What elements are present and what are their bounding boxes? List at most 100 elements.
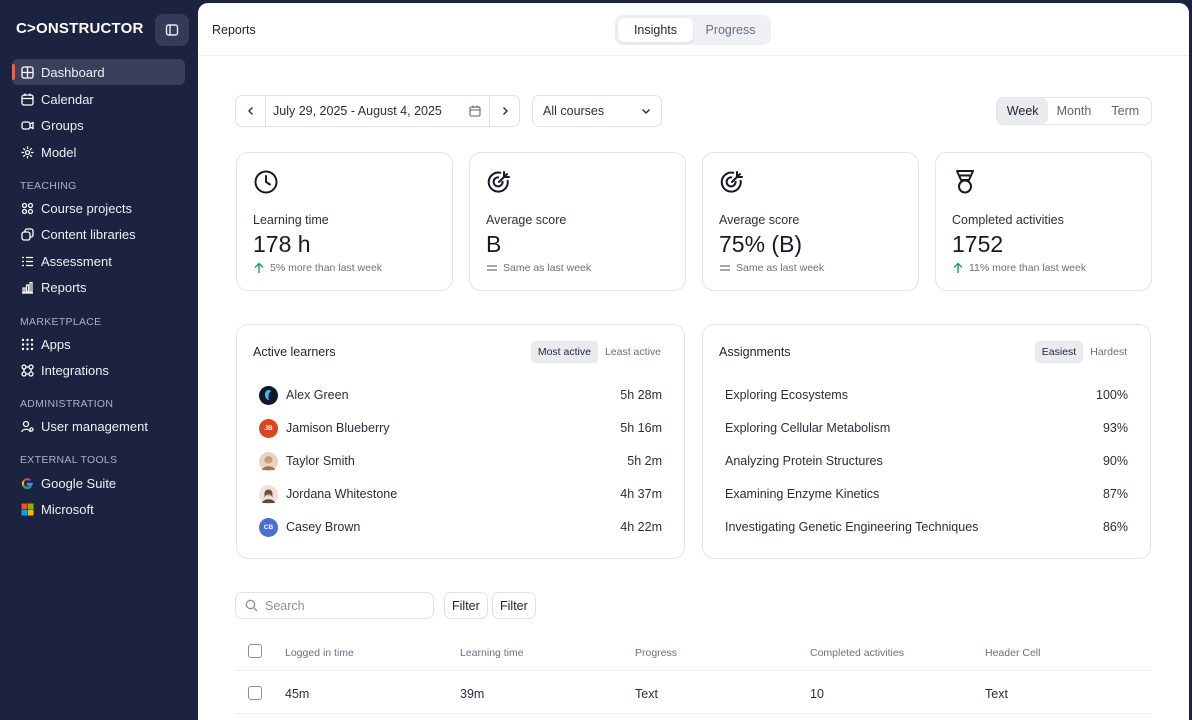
column-header[interactable]: Completed activities (810, 647, 904, 659)
top-bar: Reports Insights Progress (198, 3, 1189, 56)
stat-trend-text: 11% more than last week (969, 262, 1087, 274)
assignment-name: Examining Enzyme Kinetics (725, 487, 880, 501)
column-header[interactable]: Logged in time (285, 647, 354, 659)
stat-trend: 5% more than last week (253, 262, 382, 274)
panel-title: Assignments (719, 345, 791, 359)
next-range-button[interactable] (489, 96, 519, 126)
course-select-value: All courses (543, 104, 605, 118)
list-item[interactable]: Exploring Cellular Metabolism 93% (725, 416, 1128, 440)
sidebar-item-microsoft[interactable]: Microsoft (12, 496, 185, 522)
learner-time: 4h 22m (620, 520, 662, 534)
easiest-button[interactable]: Easiest (1034, 341, 1084, 363)
sidebar-item-user-management[interactable]: User management (12, 413, 185, 439)
avatar (259, 451, 278, 471)
panel-title: Active learners (253, 345, 336, 359)
calendar-icon (20, 92, 34, 106)
equals-icon (486, 262, 498, 274)
stat-trend-text: 5% more than last week (270, 262, 383, 274)
stat-label: Learning time (253, 213, 329, 227)
list-item[interactable]: JB Jamison Blueberry 5h 16m (259, 416, 662, 440)
equals-icon (719, 262, 731, 274)
list-item[interactable]: Investigating Genetic Engineering Techni… (725, 515, 1128, 539)
list-item[interactable]: Analyzing Protein Structures 90% (725, 449, 1128, 473)
sidebar-item-label: Reports (41, 279, 87, 295)
sidebar-item-reports[interactable]: Reports (12, 274, 185, 300)
filter-button[interactable]: Filter (444, 592, 488, 619)
stat-card-average-score-grade: Average score B Same as last week (469, 152, 686, 291)
brand-logo[interactable]: C>ONSTRUCTOR (16, 20, 144, 37)
main-content: Reports Insights Progress July 29, 2025 … (198, 3, 1189, 720)
apps-icon (20, 337, 34, 351)
assignment-value: 100% (1096, 388, 1128, 402)
view-tabs: Insights Progress (615, 15, 771, 45)
user-management-icon (20, 419, 34, 433)
hardest-button[interactable]: Hardest (1090, 346, 1127, 358)
stat-value: B (486, 231, 502, 257)
sidebar-item-label: User management (41, 418, 148, 434)
search-input[interactable]: Search (235, 592, 434, 619)
sidebar-item-course-projects[interactable]: Course projects (12, 195, 185, 221)
date-range-picker: July 29, 2025 - August 4, 2025 (235, 95, 520, 127)
list-item[interactable]: Alex Green 5h 28m (259, 383, 662, 407)
integrations-icon (20, 363, 34, 377)
sidebar-item-label: Calendar (41, 91, 94, 107)
filter-button[interactable]: Filter (492, 592, 536, 619)
column-header[interactable]: Progress (635, 647, 678, 659)
model-icon (20, 145, 34, 159)
least-active-button[interactable]: Least active (604, 346, 661, 358)
list-item[interactable]: Taylor Smith 5h 2m (259, 449, 662, 473)
table-cell: Text (985, 687, 1008, 701)
sidebar-item-model[interactable]: Model (12, 139, 185, 165)
assignment-name: Exploring Ecosystems (725, 388, 848, 402)
sidebar-item-apps[interactable]: Apps (12, 331, 185, 357)
stat-trend: Same as last week (719, 262, 824, 274)
list-item[interactable]: CB Casey Brown 4h 22m (259, 515, 662, 539)
active-learners-panel: Active learners Most active Least active… (236, 324, 685, 559)
reports-icon (20, 280, 34, 294)
sidebar-item-label: Apps (41, 336, 71, 352)
sidebar-item-groups[interactable]: Groups (12, 112, 185, 138)
learner-name: Casey Brown (286, 520, 361, 534)
search-placeholder: Search (265, 598, 305, 613)
sidebar-toggle-button[interactable] (155, 14, 189, 46)
course-select[interactable]: All courses (532, 95, 662, 127)
column-header[interactable]: Header Cell (985, 647, 1041, 659)
previous-range-button[interactable] (236, 96, 266, 126)
sidebar-item-content-libraries[interactable]: Content libraries (12, 221, 185, 247)
assignment-value: 87% (1102, 487, 1128, 501)
breadcrumb[interactable]: Reports (212, 23, 256, 37)
sidebar: C>ONSTRUCTOR Dashboard Calendar Groups M… (0, 0, 198, 720)
medal-icon (952, 169, 978, 195)
sidebar-item-integrations[interactable]: Integrations (12, 357, 185, 383)
stat-card-completed-activities: Completed activities 1752 11% more than … (935, 152, 1152, 291)
sidebar-item-google-suite[interactable]: Google Suite (12, 470, 185, 496)
list-item[interactable]: Jordana Whitestone 4h 37m (259, 482, 662, 506)
period-term-button[interactable]: Term (1111, 104, 1140, 118)
learner-time: 4h 37m (620, 487, 662, 501)
period-week-button[interactable]: Week (997, 98, 1049, 124)
most-active-button[interactable]: Most active (530, 341, 598, 363)
sidebar-item-calendar[interactable]: Calendar (12, 86, 185, 112)
period-month-button[interactable]: Month (1056, 104, 1092, 118)
sidebar-item-label: Dashboard (41, 64, 105, 80)
sidebar-item-label: Groups (41, 117, 84, 133)
stat-card-learning-time: Learning time 178 h 5% more than last we… (236, 152, 453, 291)
list-item[interactable]: Examining Enzyme Kinetics 87% (725, 482, 1128, 506)
assignment-name: Investigating Genetic Engineering Techni… (725, 520, 979, 534)
chevron-left-icon (247, 107, 253, 115)
table-cell: 39m (460, 687, 485, 701)
course-projects-icon (20, 201, 34, 215)
stat-value: 1752 (952, 231, 1004, 257)
column-header[interactable]: Learning time (460, 647, 524, 659)
tab-progress[interactable]: Progress (705, 23, 756, 37)
list-item[interactable]: Exploring Ecosystems 100% (725, 383, 1128, 407)
tab-insights[interactable]: Insights (618, 18, 693, 42)
row-checkbox[interactable] (248, 686, 262, 700)
sidebar-item-assessment[interactable]: Assessment (12, 248, 185, 274)
select-all-checkbox[interactable] (248, 644, 262, 658)
sidebar-item-dashboard[interactable]: Dashboard (12, 59, 185, 85)
table-row[interactable]: 45m 39m Text 10 Text (235, 672, 1152, 714)
chevron-right-icon (502, 107, 508, 115)
date-range-field[interactable]: July 29, 2025 - August 4, 2025 (266, 104, 489, 118)
